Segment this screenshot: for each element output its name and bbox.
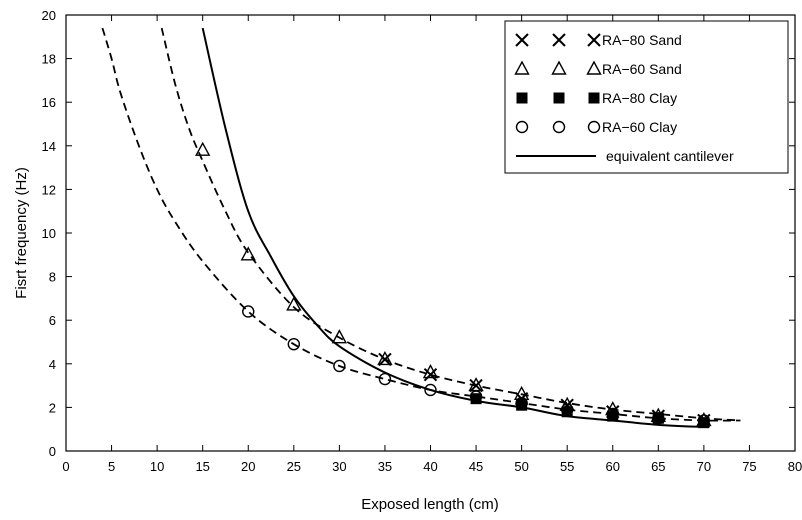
triangle-marker bbox=[422, 364, 439, 379]
y-tick-label: 20 bbox=[42, 8, 56, 23]
y-tick-label: 4 bbox=[49, 357, 56, 372]
legend-box bbox=[504, 20, 789, 174]
triangle-marker bbox=[513, 385, 530, 401]
x-tick-label: 30 bbox=[332, 459, 346, 474]
circle-marker bbox=[652, 412, 665, 425]
triangle-marker bbox=[286, 296, 302, 311]
triangle-marker bbox=[240, 246, 256, 261]
x-tick-label: 55 bbox=[560, 459, 574, 474]
square-marker bbox=[561, 406, 573, 418]
x-marker bbox=[378, 352, 392, 367]
x-tick-label: 0 bbox=[62, 459, 69, 474]
x-tick-label: 80 bbox=[788, 459, 802, 474]
circle-marker bbox=[333, 359, 346, 373]
circle-marker bbox=[378, 372, 392, 386]
x-marker bbox=[587, 33, 601, 47]
triangle-marker bbox=[514, 60, 530, 75]
y-tick-label: 6 bbox=[49, 313, 56, 328]
circle-marker bbox=[697, 414, 711, 427]
x-marker-stroke bbox=[469, 378, 483, 393]
y-tick-label: 16 bbox=[42, 95, 56, 110]
x-tick-label: 10 bbox=[150, 459, 164, 474]
y-tick-label: 14 bbox=[42, 139, 56, 154]
square-marker bbox=[652, 412, 664, 424]
y-tick-label: 12 bbox=[42, 182, 56, 197]
legend-label: RA−80 Clay bbox=[602, 90, 677, 106]
square-marker bbox=[607, 410, 619, 422]
circle-marker bbox=[424, 383, 437, 397]
x-marker bbox=[469, 378, 483, 393]
y-tick-label: 8 bbox=[49, 270, 56, 285]
legend-label: RA−80 Sand bbox=[602, 32, 682, 48]
x-tick-label: 20 bbox=[241, 459, 255, 474]
x-marker-stroke bbox=[515, 33, 529, 47]
x-axis-title: Exposed length (cm) bbox=[361, 496, 499, 513]
legend-label: equivalent cantilever bbox=[606, 148, 734, 164]
x-marker bbox=[515, 33, 529, 47]
triangle-marker bbox=[551, 60, 567, 75]
x-tick-label: 40 bbox=[423, 459, 437, 474]
circle-marker bbox=[552, 120, 566, 134]
x-tick-label: 45 bbox=[469, 459, 483, 474]
circle-marker bbox=[242, 305, 255, 318]
x-marker-stroke bbox=[378, 352, 392, 367]
y-axis-title: Fisrt frequency (Hz) bbox=[13, 167, 30, 299]
x-marker-stroke bbox=[423, 367, 438, 382]
square-marker bbox=[588, 92, 600, 104]
y-tick-label: 10 bbox=[42, 226, 56, 241]
x-tick-label: 25 bbox=[287, 459, 301, 474]
triangle-marker bbox=[195, 141, 211, 156]
x-tick-label: 75 bbox=[742, 459, 756, 474]
circle-marker bbox=[587, 120, 601, 134]
circle-marker bbox=[469, 390, 483, 403]
square-marker bbox=[553, 92, 565, 104]
axis-ticks: 0 5 10 15 20 25 30 35 40 45 50 55 60 65 70 75 80 0 2 4 6 8 10 1… bbox=[42, 8, 802, 474]
triangle-marker bbox=[586, 60, 602, 75]
x-tick-label: 50 bbox=[514, 459, 528, 474]
y-tick-label: 18 bbox=[42, 52, 56, 67]
circle-marker bbox=[515, 120, 529, 134]
triangle-marker bbox=[377, 350, 393, 366]
circle-marker bbox=[515, 396, 528, 410]
circle-marker bbox=[287, 337, 301, 351]
triangle-marker bbox=[331, 329, 348, 344]
cantilever-curve bbox=[201, 27, 704, 429]
y-tick-label: 2 bbox=[49, 400, 56, 415]
legend-label: RA−60 Sand bbox=[602, 61, 682, 77]
square-marker bbox=[698, 417, 710, 429]
square-marker bbox=[516, 92, 528, 104]
x-tick-label: 15 bbox=[195, 459, 209, 474]
legend-label: RA−60 Clay bbox=[602, 119, 677, 135]
x-tick-label: 5 bbox=[108, 459, 115, 474]
x-marker-stroke bbox=[587, 33, 601, 47]
x-tick-label: 70 bbox=[697, 459, 711, 474]
square-marker bbox=[470, 393, 482, 405]
x-marker bbox=[423, 367, 438, 382]
square-marker bbox=[516, 399, 528, 411]
circle-marker bbox=[560, 403, 574, 416]
circle-marker bbox=[606, 407, 619, 421]
x-marker-stroke bbox=[552, 33, 566, 47]
data-markers bbox=[195, 141, 712, 429]
x-tick-label: 60 bbox=[606, 459, 620, 474]
x-tick-label: 65 bbox=[651, 459, 665, 474]
x-tick-label: 35 bbox=[378, 459, 392, 474]
x-marker bbox=[552, 33, 566, 47]
legend: RA−80 Sand RA−60 Sand RA−80 Clay RA−60 Clay… bbox=[504, 20, 789, 174]
y-tick-label: 0 bbox=[49, 444, 56, 459]
